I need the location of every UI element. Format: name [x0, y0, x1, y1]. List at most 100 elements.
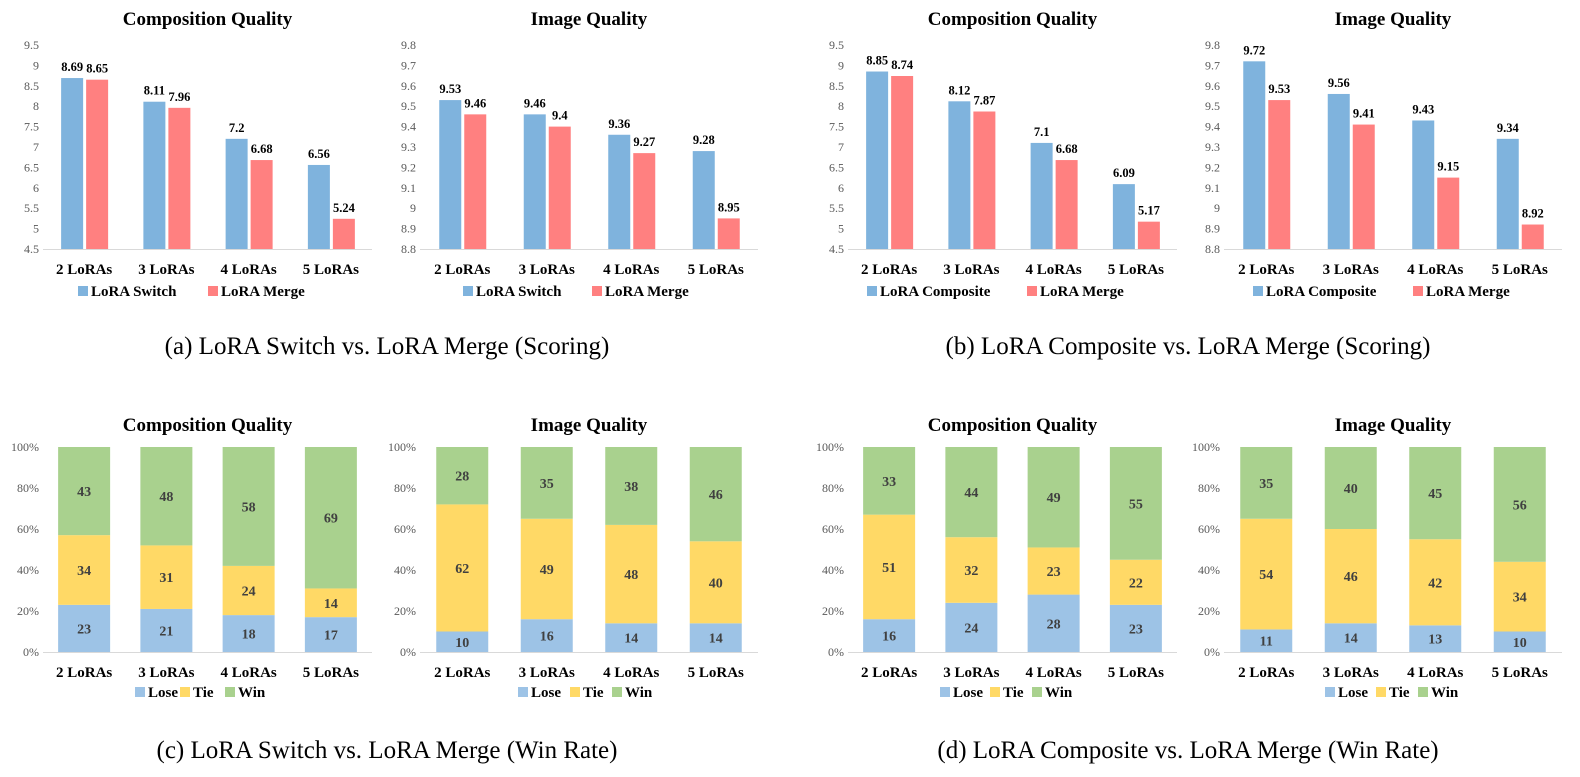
d-image-legend-label: Lose — [1338, 685, 1368, 701]
a-composition-bar-lora-switch — [143, 101, 166, 249]
d-image-segment-win — [1324, 447, 1377, 529]
a-composition-bar-lora-merge — [250, 160, 273, 249]
b-image-ytick-label: 8.9 — [1205, 222, 1220, 236]
b-image-data-label: 9.15 — [1437, 160, 1459, 174]
b-image-ytick-label: 9.7 — [1205, 58, 1220, 72]
c-composition-legend-swatch-win — [225, 687, 235, 697]
c-composition-segment-lose — [58, 604, 111, 652]
b-composition-ytick-label: 7.5 — [829, 120, 844, 134]
d-composition-ytick-label: 80% — [822, 481, 844, 495]
a-composition-data-label: 5.24 — [333, 201, 356, 215]
caption-a: (a) LoRA Switch vs. LoRA Merge (Scoring) — [164, 333, 610, 360]
d-image-legend-label: Tie — [1389, 685, 1410, 701]
a-composition-category-label: 4 LoRAs — [220, 262, 276, 278]
c-image-segment-tie — [689, 541, 742, 624]
a-image-data-label: 9.36 — [608, 117, 630, 131]
b-composition-ytick-label: 6 — [838, 181, 844, 195]
b-composition-legend-swatch-lora-merge — [1027, 286, 1037, 296]
a-image-data-label: 9.28 — [693, 133, 715, 147]
d-composition-ytick-label: 40% — [822, 563, 844, 577]
b-image-category-label: 5 LoRAs — [1492, 262, 1548, 278]
a-composition-bar-lora-switch — [225, 138, 248, 249]
b-composition-bar-lora-composite — [1030, 142, 1053, 249]
b-image-bar-lora-merge — [1268, 100, 1291, 249]
b-image-title: Image Quality — [1335, 9, 1452, 30]
b-image-ytick-label: 8.8 — [1205, 242, 1220, 256]
d-composition-legend-label: Tie — [1003, 685, 1024, 701]
b-composition-ytick-label: 7 — [838, 140, 844, 154]
a-composition-category-label: 5 LoRAs — [303, 262, 359, 278]
d-composition-ytick-label: 0% — [828, 645, 844, 659]
c-image-segment-tie — [436, 504, 489, 632]
d-image-segment-lose — [1324, 623, 1377, 652]
c-composition-data-label: 48 — [159, 490, 173, 505]
c-image-data-label: 10 — [455, 636, 469, 651]
a-composition-bar-lora-merge — [86, 79, 109, 250]
b-composition-bar-lora-composite — [866, 71, 889, 250]
a-image-ytick-label: 8.8 — [401, 242, 416, 256]
d-image-ytick-label: 60% — [1198, 522, 1220, 536]
a-composition-ytick-label: 4.5 — [24, 242, 39, 256]
a-composition-data-label: 8.11 — [144, 84, 165, 98]
c-composition-legend-label: Win — [238, 685, 266, 701]
a-composition-bar-lora-switch — [61, 78, 84, 249]
a-composition-ytick-label: 5 — [33, 222, 39, 236]
b-image-bar-lora-composite — [1412, 120, 1435, 249]
a-composition-bar-lora-switch — [307, 164, 330, 249]
a-composition-data-label: 7.96 — [168, 90, 190, 104]
d-image-ytick-label: 100% — [1192, 440, 1220, 454]
caption-b: (b) LoRA Composite vs. LoRA Merge (Scori… — [945, 333, 1431, 360]
b-image-bar-lora-composite — [1327, 93, 1350, 250]
a-image-ytick-label: 9.6 — [401, 79, 416, 93]
c-composition-segment-tie — [304, 588, 357, 618]
a-composition-ytick-label: 9 — [33, 58, 39, 72]
d-image-data-label: 34 — [1513, 591, 1527, 606]
c-composition-segment-lose — [140, 608, 193, 652]
a-composition-category-label: 2 LoRAs — [56, 262, 112, 278]
d-composition-segment-lose — [863, 619, 916, 652]
d-composition-data-label: 55 — [1129, 497, 1143, 512]
d-image-data-label: 14 — [1344, 632, 1358, 647]
c-image-data-label: 16 — [540, 630, 554, 645]
c-composition-category-label: 4 LoRAs — [220, 665, 276, 681]
b-image-data-label: 9.43 — [1412, 102, 1434, 116]
d-image-category-label: 3 LoRAs — [1323, 665, 1379, 681]
c-image-data-label: 62 — [455, 562, 469, 577]
d-composition-segment-tie — [1027, 547, 1080, 595]
d-composition-legend-label: Win — [1045, 685, 1073, 701]
b-composition-ytick-label: 5.5 — [829, 201, 844, 215]
c-image-legend-label: Tie — [583, 685, 604, 701]
b-image-bar-lora-composite — [1496, 138, 1519, 249]
c-image-segment-lose — [436, 631, 489, 652]
b-image-data-label: 8.92 — [1522, 207, 1544, 221]
c-image-segment-win — [689, 447, 742, 542]
c-composition-ytick-label: 0% — [23, 645, 39, 659]
b-composition-data-label: 8.74 — [891, 58, 914, 72]
d-composition-legend-swatch-tie — [990, 687, 1000, 697]
b-composition-bar-lora-merge — [1055, 160, 1078, 249]
b-composition-title: Composition Quality — [928, 9, 1098, 30]
b-image-category-label: 2 LoRAs — [1238, 262, 1294, 278]
b-image-legend-label: LoRA Composite — [1266, 284, 1377, 300]
c-image-ytick-label: 20% — [394, 604, 416, 618]
c-composition-category-label: 2 LoRAs — [56, 665, 112, 681]
a-image-category-label: 5 LoRAs — [688, 262, 744, 278]
a-composition-ytick-label: 6 — [33, 181, 39, 195]
b-image-ytick-label: 9.1 — [1205, 181, 1220, 195]
c-composition-data-label: 58 — [242, 500, 256, 515]
b-composition-data-label: 6.09 — [1113, 166, 1135, 180]
d-image-ytick-label: 80% — [1198, 481, 1220, 495]
a-composition-title: Composition Quality — [123, 9, 293, 30]
a-image-data-label: 9.53 — [439, 82, 461, 96]
a-image-category-label: 3 LoRAs — [519, 262, 575, 278]
d-image-ytick-label: 0% — [1204, 645, 1220, 659]
b-image-ytick-label: 9 — [1214, 201, 1220, 215]
b-image-data-label: 9.72 — [1243, 43, 1265, 57]
c-image-data-label: 35 — [540, 477, 554, 492]
b-image-ytick-label: 9.3 — [1205, 140, 1220, 154]
a-image-ytick-label: 9.4 — [401, 120, 416, 134]
c-composition-legend-label: Lose — [148, 685, 178, 701]
d-image-data-label: 56 — [1513, 498, 1527, 513]
c-image-segment-lose — [605, 623, 658, 652]
b-image-data-label: 9.56 — [1328, 76, 1350, 90]
